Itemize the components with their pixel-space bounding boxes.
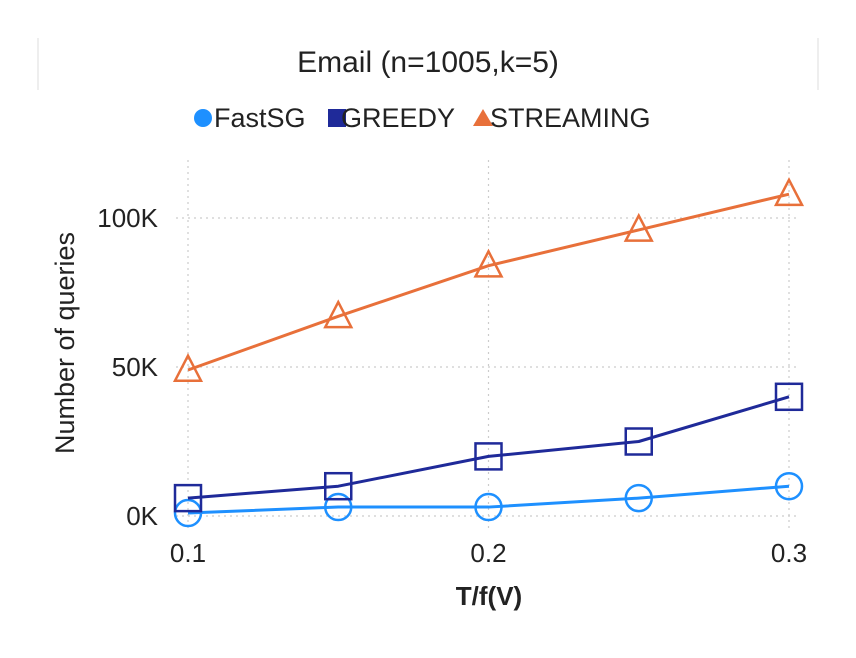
legend-label-greedy: GREEDY — [341, 103, 455, 133]
x-tick-label-2: 0.3 — [771, 538, 807, 568]
point-greedy-2 — [474, 442, 503, 471]
grid — [176, 160, 800, 528]
point-fastsg-0 — [173, 498, 203, 528]
point-fastsg-2 — [474, 492, 503, 522]
y-tick-label-2: 100K — [97, 203, 158, 233]
legend-item-fastsg: FastSG — [194, 103, 306, 133]
point-greedy-4 — [774, 382, 804, 412]
x-tick-label-0: 0.1 — [170, 538, 206, 568]
legend-item-greedy: GREEDY — [328, 103, 455, 133]
point-fastsg-1 — [324, 492, 353, 522]
series-line-fastsg — [187, 484, 790, 515]
point-greedy-1 — [324, 471, 353, 501]
legend: FastSG GREEDY STREAMING — [194, 103, 651, 133]
point-streaming-2 — [473, 248, 504, 278]
series-line-greedy — [187, 395, 790, 500]
y-axis-label: Number of queries — [50, 232, 80, 454]
point-fastsg-4 — [774, 471, 804, 501]
legend-item-streaming: STREAMING — [473, 103, 651, 133]
y-tick-label-1: 50K — [112, 352, 159, 382]
series-layer — [172, 177, 805, 528]
point-streaming-1 — [323, 299, 354, 329]
series-line-streaming — [187, 192, 790, 372]
legend-label-streaming: STREAMING — [490, 103, 651, 133]
y-tick-label-0: 0K — [126, 501, 158, 531]
series-greedy — [173, 382, 804, 513]
legend-label-fastsg: FastSG — [214, 103, 306, 133]
point-greedy-3 — [624, 427, 653, 456]
x-axis-label: T/f(V) — [456, 581, 522, 611]
x-tick-label-1: 0.2 — [470, 538, 506, 568]
legend-marker-streaming — [473, 109, 493, 126]
legend-marker-greedy — [328, 109, 346, 127]
point-greedy-0 — [173, 483, 203, 513]
series-fastsg — [173, 471, 804, 528]
point-streaming-0 — [172, 352, 204, 382]
chart-title: Email (n=1005,k=5) — [297, 46, 559, 79]
point-streaming-3 — [623, 212, 654, 242]
legend-marker-fastsg — [194, 109, 212, 127]
point-streaming-4 — [773, 177, 805, 207]
point-fastsg-3 — [624, 483, 653, 513]
tick-labels: 0.1 0.2 0.3 0K 50K 100K — [97, 203, 807, 568]
series-streaming — [172, 177, 805, 382]
